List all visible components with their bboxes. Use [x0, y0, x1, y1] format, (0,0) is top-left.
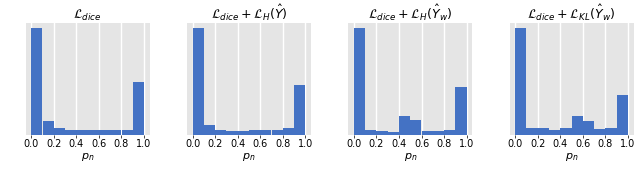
Bar — [237, 131, 249, 135]
Bar — [260, 130, 271, 135]
Bar — [561, 128, 572, 135]
Bar — [572, 116, 583, 135]
Bar — [594, 129, 605, 135]
Bar — [227, 131, 237, 135]
Bar — [31, 28, 42, 135]
Bar — [583, 121, 594, 135]
Bar — [410, 120, 422, 135]
Bar — [122, 130, 132, 135]
Bar — [76, 130, 88, 135]
Bar — [249, 130, 260, 135]
Bar — [617, 95, 628, 135]
Title: $\mathcal{L}_{dice} + \mathcal{L}_H(\hat{Y})$: $\mathcal{L}_{dice} + \mathcal{L}_H(\hat… — [211, 3, 287, 23]
Bar — [515, 28, 526, 135]
Bar — [538, 128, 549, 135]
Bar — [215, 130, 227, 135]
Bar — [388, 132, 399, 135]
Bar — [88, 130, 99, 135]
Bar — [133, 82, 144, 135]
Title: $\mathcal{L}_{dice} + \mathcal{L}_H(\hat{Y}_w)$: $\mathcal{L}_{dice} + \mathcal{L}_H(\hat… — [368, 3, 452, 23]
Bar — [456, 87, 467, 135]
Bar — [605, 128, 616, 135]
Bar — [527, 128, 538, 135]
X-axis label: $p_n$: $p_n$ — [242, 151, 256, 163]
Bar — [376, 131, 388, 135]
X-axis label: $p_n$: $p_n$ — [81, 151, 94, 163]
Bar — [433, 131, 444, 135]
Bar — [354, 28, 365, 135]
Bar — [294, 85, 305, 135]
Bar — [204, 125, 215, 135]
Bar — [43, 121, 54, 135]
Bar — [110, 130, 122, 135]
Bar — [54, 128, 65, 135]
Bar — [193, 28, 204, 135]
Bar — [399, 116, 410, 135]
Bar — [99, 130, 110, 135]
Bar — [365, 130, 376, 135]
Bar — [283, 128, 294, 135]
Bar — [271, 130, 283, 135]
Bar — [549, 130, 560, 135]
Title: $\mathcal{L}_{dice} + \mathcal{L}_{KL}(\hat{Y}_w)$: $\mathcal{L}_{dice} + \mathcal{L}_{KL}(\… — [527, 3, 616, 23]
Title: $\mathcal{L}_{dice}$: $\mathcal{L}_{dice}$ — [74, 8, 102, 23]
Bar — [65, 130, 76, 135]
X-axis label: $p_n$: $p_n$ — [565, 151, 579, 163]
X-axis label: $p_n$: $p_n$ — [403, 151, 417, 163]
Bar — [422, 131, 433, 135]
Bar — [444, 130, 455, 135]
